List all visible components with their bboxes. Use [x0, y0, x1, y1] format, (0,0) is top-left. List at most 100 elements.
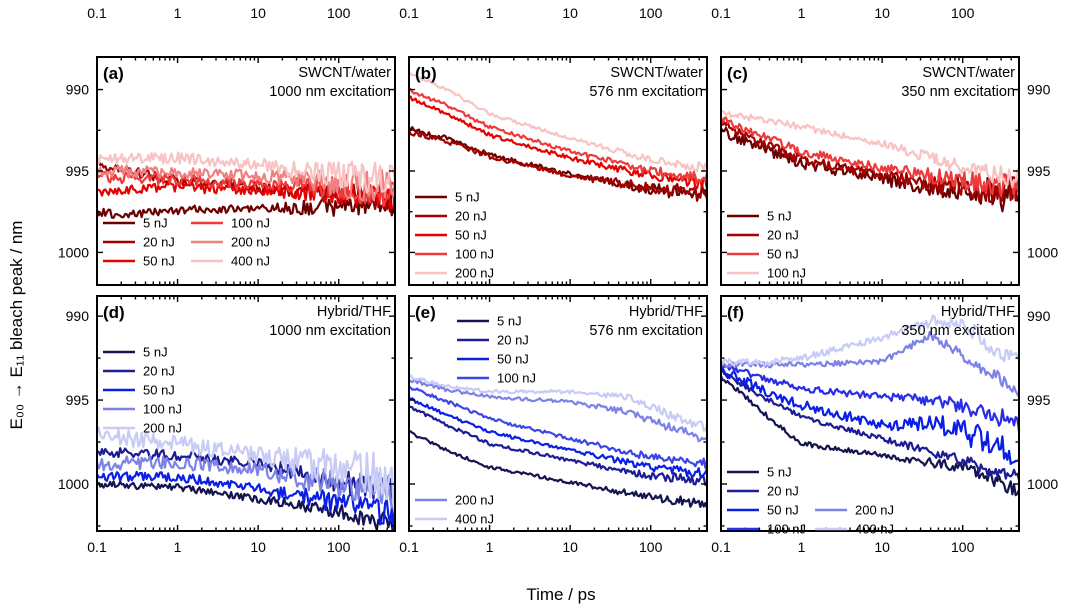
series-line-50-nJ [721, 367, 1019, 465]
panel-title: SWCNT/water [298, 65, 391, 81]
x-tick-label: 1 [798, 539, 806, 555]
legend-entry: 400 nJ [455, 512, 494, 527]
series-line-5-nJ [409, 430, 707, 509]
x-tick-label: 10 [874, 539, 890, 555]
x-tick-label: 0.1 [399, 5, 419, 21]
legend-entry: 50 nJ [767, 503, 799, 518]
x-tick-label: 10 [562, 539, 578, 555]
y-tick-label: 995 [1027, 392, 1051, 408]
panel-d: 0.1 1 10 100 990 995 1000 (d) Hybrid/THF 1000 nm … [58, 295, 396, 555]
series-line-50-nJ [409, 397, 707, 479]
legend-entry: 5 nJ [497, 314, 522, 329]
series-line-100-nJ [409, 87, 707, 185]
y-axis-title: E₀₀ → E₁₁ bleach peak / nm [7, 221, 26, 430]
panel-subtitle: 350 nm excitation [901, 323, 1015, 339]
panel-label: (e) [415, 303, 436, 322]
legend-entry: 200 nJ [455, 266, 494, 281]
series-line-5-nJ [97, 191, 395, 219]
series-line-50-nJ [409, 95, 707, 190]
series-line-400-nJ [409, 374, 707, 432]
panel-subtitle: 576 nm excitation [589, 323, 703, 339]
legend-entry: 5 nJ [455, 190, 480, 205]
legend-entry: 100 nJ [767, 266, 806, 281]
panel-a: 0.1 1 10 100 990 995 1000 (a) SWCNT/water 1000 nm… [58, 5, 396, 286]
legend-entry: 100 nJ [767, 522, 806, 537]
legend: 5 nJ 20 nJ 50 nJ 100 nJ 200 nJ [415, 190, 494, 281]
series-line-5-nJ [721, 126, 1019, 213]
y-tick-label: 995 [1027, 163, 1051, 179]
legend-entry: 50 nJ [767, 247, 799, 262]
y-tick-label: 1000 [1027, 476, 1058, 492]
x-tick-label: 1 [486, 5, 494, 21]
legend-entry: 20 nJ [455, 209, 487, 224]
series-line-100-nJ [97, 455, 395, 509]
panel-title: Hybrid/THF [317, 304, 391, 320]
y-tick-label: 990 [66, 82, 90, 98]
legend-entry: 5 nJ [767, 209, 792, 224]
legend-entry: 200 nJ [143, 421, 182, 436]
series-line-100-nJ [721, 365, 1019, 431]
panel-title: Hybrid/THF [629, 304, 703, 320]
legend-entry: 20 nJ [143, 235, 175, 250]
legend-entry: 50 nJ [497, 352, 529, 367]
panel-c: 0.1 1 10 100 990 995 1000 (c) SWCNT/water 350 nm … [711, 5, 1058, 286]
x-tick-label: 100 [639, 539, 663, 555]
panel-f: 0.1 1 10 100 990 995 1000 (f) Hybrid/THF 350 nm e… [711, 295, 1058, 555]
series-line-200-nJ [409, 71, 707, 173]
legend: 5 nJ 20 nJ 50 nJ 100 nJ 200 nJ 400 nJ [415, 314, 536, 527]
x-tick-label: 100 [327, 539, 351, 555]
panel-subtitle: 1000 nm excitation [269, 323, 391, 339]
x-tick-label: 0.1 [87, 539, 107, 555]
panel-label: (f) [727, 303, 744, 322]
y-tick-label: 990 [1027, 308, 1051, 324]
series-line-200-nJ [97, 426, 395, 506]
y-tick-label: 995 [66, 392, 90, 408]
x-tick-label: 1 [486, 539, 494, 555]
legend: 5 nJ 20 nJ 50 nJ 100 nJ 200 nJ 400 nJ [727, 465, 894, 537]
x-tick-label: 0.1 [711, 5, 731, 21]
x-tick-label: 0.1 [399, 539, 419, 555]
legend-entry: 5 nJ [143, 345, 168, 360]
legend-entry: 400 nJ [231, 254, 270, 269]
panel-title: Hybrid/THF [941, 304, 1015, 320]
legend-entry: 20 nJ [767, 484, 799, 499]
x-tick-label: 1 [798, 5, 806, 21]
panel-subtitle: 576 nm excitation [589, 84, 703, 100]
panel-subtitle: 1000 nm excitation [269, 84, 391, 100]
series-line-5-nJ [97, 480, 395, 531]
series-line-5-nJ [721, 375, 1019, 497]
legend-entry: 100 nJ [497, 371, 536, 386]
legend-entry: 20 nJ [143, 364, 175, 379]
legend-entry: 50 nJ [455, 228, 487, 243]
legend-entry: 100 nJ [455, 247, 494, 262]
y-tick-label: 1000 [58, 244, 89, 260]
y-tick-label: 995 [66, 163, 90, 179]
series-group [721, 314, 1019, 497]
x-tick-label: 100 [639, 5, 663, 21]
series-group [97, 151, 395, 219]
x-tick-label: 0.1 [87, 5, 107, 21]
panel-label: (c) [727, 64, 748, 83]
panel-label: (a) [103, 64, 124, 83]
legend-entry: 200 nJ [231, 235, 270, 250]
series-line-20-nJ [409, 405, 707, 487]
panel-subtitle: 350 nm excitation [901, 84, 1015, 100]
series-line-200-nJ [97, 164, 395, 202]
x-tick-label: 100 [327, 5, 351, 21]
legend-entry: 200 nJ [455, 493, 494, 508]
legend-entry: 20 nJ [767, 228, 799, 243]
legend-entry: 200 nJ [855, 503, 894, 518]
y-tick-label: 1000 [58, 476, 89, 492]
panel-title: SWCNT/water [610, 65, 703, 81]
y-tick-label: 990 [1027, 82, 1051, 98]
legend-entry: 100 nJ [231, 216, 270, 231]
x-tick-label: 10 [562, 5, 578, 21]
legend: 5 nJ 20 nJ 50 nJ 100 nJ 200 nJ 400 nJ [103, 216, 270, 269]
x-tick-label: 1 [174, 539, 182, 555]
legend-entry: 5 nJ [767, 465, 792, 480]
panel-e: 0.1 1 10 100 (e) Hybrid/THF 576 nm excitation 5… [399, 295, 708, 555]
series-line-200-nJ [721, 330, 1019, 398]
legend-entry: 50 nJ [143, 254, 175, 269]
legend-entry: 100 nJ [143, 402, 182, 417]
